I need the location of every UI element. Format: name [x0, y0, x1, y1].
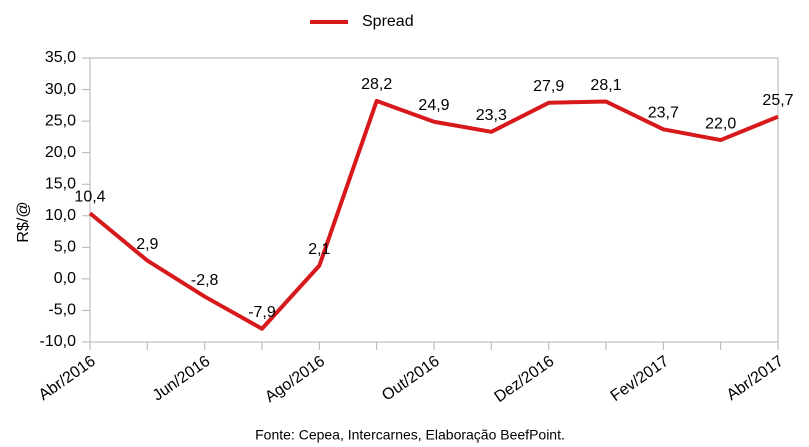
y-tick-label: 0,0 [54, 270, 76, 287]
data-label: 23,7 [648, 105, 679, 122]
x-tick-label: Abr/2016 [36, 353, 99, 404]
source: Fonte: Cepea, Intercarnes, Elaboração Be… [255, 427, 565, 443]
data-label: 28,1 [590, 77, 621, 94]
data-label: 23,3 [476, 107, 507, 124]
line [88, 98, 779, 331]
y-tick-label: 35,0 [45, 49, 76, 66]
data-label: 27,9 [533, 78, 564, 95]
x-tick-label: Dez/2016 [492, 353, 558, 406]
data-label: 10,4 [74, 188, 105, 205]
data-label: -7,9 [248, 304, 276, 321]
y-tick-label: -10,0 [40, 333, 77, 350]
x-tick-label: Abr/2017 [724, 353, 787, 404]
y-tick-label: -5,0 [48, 302, 76, 319]
data-label: -2,8 [191, 272, 219, 289]
x-tick-label: Ago/2016 [262, 353, 328, 406]
data-label: 22,0 [705, 115, 736, 132]
y-tick-label: 30,0 [45, 81, 76, 98]
legend-label: Spread [362, 13, 414, 30]
x-tick-label: Jun/2016 [150, 353, 214, 405]
data-label: 28,2 [361, 76, 392, 93]
y-tick-label: 20,0 [45, 144, 76, 161]
data-label: 2,9 [136, 236, 158, 253]
data-label: 24,9 [418, 97, 449, 114]
y-tick-label: 5,0 [54, 239, 76, 256]
y-tick-label: 15,0 [45, 175, 76, 192]
x-tick-label: Out/2016 [379, 353, 443, 405]
data-label: 25,7 [762, 92, 793, 109]
y-axis-label: R$/@ [15, 201, 32, 242]
x-tick-label: Fev/2017 [608, 353, 672, 405]
data-label: 2,1 [308, 241, 330, 258]
y-tick-label: 10,0 [45, 207, 76, 224]
y-tick-label: 25,0 [45, 112, 76, 129]
